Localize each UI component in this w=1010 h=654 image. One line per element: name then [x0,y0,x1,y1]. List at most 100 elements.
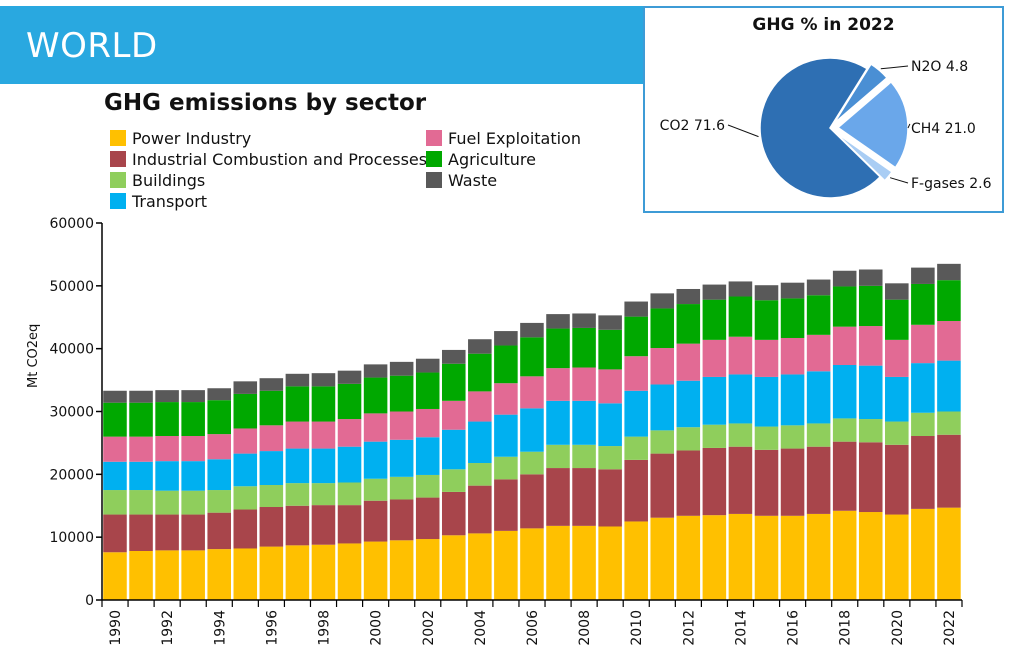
pie-slice-n2o [833,63,889,125]
legend-item-power-industry: Power Industry [110,129,251,149]
bar-segment-2010-5 [624,316,648,357]
bar-segment-2019-6 [858,269,883,286]
bar-segment-1994-5 [207,400,231,435]
x-tick-label: 2016 [786,610,802,646]
x-tick-label: 2010 [629,610,645,646]
bar-segment-2009-5 [598,329,622,370]
bar-segment-2018-1 [832,441,857,511]
bar-segment-2010-2 [624,436,648,460]
bar-segment-2007-5 [546,328,570,369]
bar-segment-2006-6 [520,322,544,338]
bar-segment-2000-3 [363,441,388,479]
bar-segment-1991-6 [129,390,153,403]
bar-segment-1993-6 [181,390,205,403]
bar-segment-1990-6 [103,390,127,403]
y-tick-label: 50000 [49,279,94,295]
bar-segment-2014-2 [728,423,753,447]
bar-segment-2000-1 [363,500,388,542]
bar-segment-2022-6 [937,263,961,281]
bar-segment-2010-1 [624,459,648,522]
bar-segment-2022-5 [937,280,961,322]
bar-segment-2003-6 [441,349,466,364]
bar-segment-2003-4 [441,400,466,430]
x-tick-label: 1994 [212,610,228,646]
bar-segment-1992-5 [155,402,179,436]
bar-segment-2012-4 [676,343,701,381]
legend-label: Industrial Combustion and Processes [132,150,428,169]
bar-segment-2014-4 [728,336,753,375]
pie-label-ch4: CH4 21.0 [911,121,976,137]
legend-swatch [426,130,442,146]
bar-segment-2004-5 [468,353,492,392]
bar-segment-2004-2 [468,463,492,486]
pie-leader-line [880,65,909,70]
bar-segment-2010-4 [624,356,648,391]
x-tick-label: 2018 [838,610,854,646]
legend-swatch [110,130,126,146]
bar-segment-2020-6 [885,283,909,300]
bar-segment-1992-4 [155,436,179,462]
bar-segment-2012-2 [676,427,701,451]
bar-segment-1996-5 [259,390,284,426]
y-tick-label: 60000 [49,216,94,232]
legend-label: Buildings [132,171,206,190]
bar-segment-1990-5 [103,402,127,437]
bar-segment-2009-2 [598,446,622,470]
bar-segment-1997-0 [285,545,310,600]
x-tick-label: 1996 [264,610,280,646]
bar-segment-2008-4 [572,367,596,401]
bar-segment-1998-0 [311,544,336,600]
bar-segment-2019-3 [858,365,883,420]
bar-segment-1993-1 [181,514,205,551]
bar-segment-2021-4 [911,324,935,364]
bar-segment-2015-2 [754,426,779,450]
bar-segment-2015-0 [754,515,779,600]
bar-segment-2000-5 [363,377,388,414]
bar-segment-2001-6 [389,361,414,376]
bar-segment-2014-5 [728,296,753,337]
x-tick-label: 2022 [942,610,958,646]
bar-segment-2014-0 [728,513,753,600]
bar-segment-1992-2 [155,490,179,515]
bar-segment-2000-0 [363,541,388,600]
bar-segment-1993-0 [181,550,205,600]
bar-segment-2015-6 [754,285,779,301]
bar-segment-2007-2 [546,444,570,469]
bar-segment-2019-4 [858,326,883,366]
bar-segment-2021-1 [911,436,935,509]
bar-segment-2011-5 [650,308,675,349]
bar-segment-1994-4 [207,434,231,460]
bar-segment-1999-2 [337,482,362,506]
chart-title: GHG emissions by sector [104,90,427,116]
legend-swatch [110,193,126,209]
bar-segment-2013-6 [702,284,727,300]
bar-segment-2003-3 [441,429,466,470]
bar-segment-2019-2 [858,419,883,443]
bar-segment-2022-1 [937,434,961,508]
bar-segment-1999-6 [337,370,362,384]
bar-segment-2009-1 [598,469,622,527]
bar-segment-1991-2 [129,490,153,515]
bar-segment-2018-6 [832,270,857,287]
region-title: WORLD [26,26,158,66]
bar-segment-1991-0 [129,550,153,600]
bar-segment-2020-2 [885,421,909,445]
bar-segment-2022-3 [937,360,961,412]
bar-segment-2002-0 [415,539,440,600]
bar-segment-2006-4 [520,376,544,409]
legend-item-buildings: Buildings [110,171,205,191]
bar-segment-1998-5 [311,386,336,422]
pie-leader-line [727,124,759,138]
bar-segment-1996-3 [259,451,284,486]
legend-item-industrial-combustion-and-processes: Industrial Combustion and Processes [110,150,427,170]
bar-segment-2018-2 [832,418,857,442]
bar-segment-1999-3 [337,446,362,483]
bar-segment-1997-4 [285,421,310,449]
pie-leader-line [889,177,909,184]
y-tick-label: 10000 [49,530,94,546]
bar-segment-2002-5 [415,372,440,409]
bar-segment-1998-6 [311,373,336,387]
bar-segment-2007-4 [546,368,570,401]
bar-segment-1998-1 [311,505,336,545]
bar-segment-2016-3 [780,374,805,426]
